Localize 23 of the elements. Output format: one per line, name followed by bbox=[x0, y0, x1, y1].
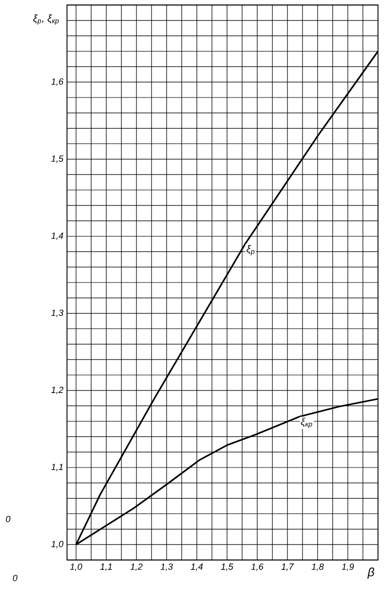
x-tick-label: 1,2 bbox=[130, 564, 143, 571]
x-tick-label: 1,6 bbox=[251, 564, 264, 571]
series-label: ξ$_{кр}$ bbox=[300, 418, 312, 428]
y-tick-label: 1,0 bbox=[51, 540, 64, 548]
y-axis-title: ξ$_{р}$, ξ$_{кр}$ bbox=[33, 14, 59, 25]
x-tick-label: 1,5 bbox=[221, 564, 234, 571]
text: 0 bbox=[12, 574, 18, 582]
y-tick-label: 1,2 bbox=[51, 386, 64, 394]
y-tick-label: 1,5 bbox=[51, 156, 64, 163]
y-tick-label: 1,1 bbox=[51, 464, 63, 472]
x-tick-label: 1,8 bbox=[312, 564, 324, 571]
x-tick-label: 1,3 bbox=[160, 564, 173, 571]
y-tick-label: 1,6 bbox=[51, 78, 64, 86]
x-tick-label: 1,0 bbox=[70, 564, 82, 571]
x-axis-title: β bbox=[367, 568, 374, 579]
x-tick-label: 1,7 bbox=[281, 564, 294, 571]
y-tick-label: 1,4 bbox=[51, 232, 64, 240]
y-tick-label: 1,3 bbox=[51, 310, 64, 318]
x-tick-label: 1,1 bbox=[100, 564, 112, 571]
text: 0 bbox=[6, 516, 10, 522]
x-tick-label: 1,9 bbox=[342, 564, 354, 571]
series-label: ξ$_{р}$ bbox=[246, 245, 254, 256]
x-tick-label: 1,4 bbox=[190, 564, 203, 571]
